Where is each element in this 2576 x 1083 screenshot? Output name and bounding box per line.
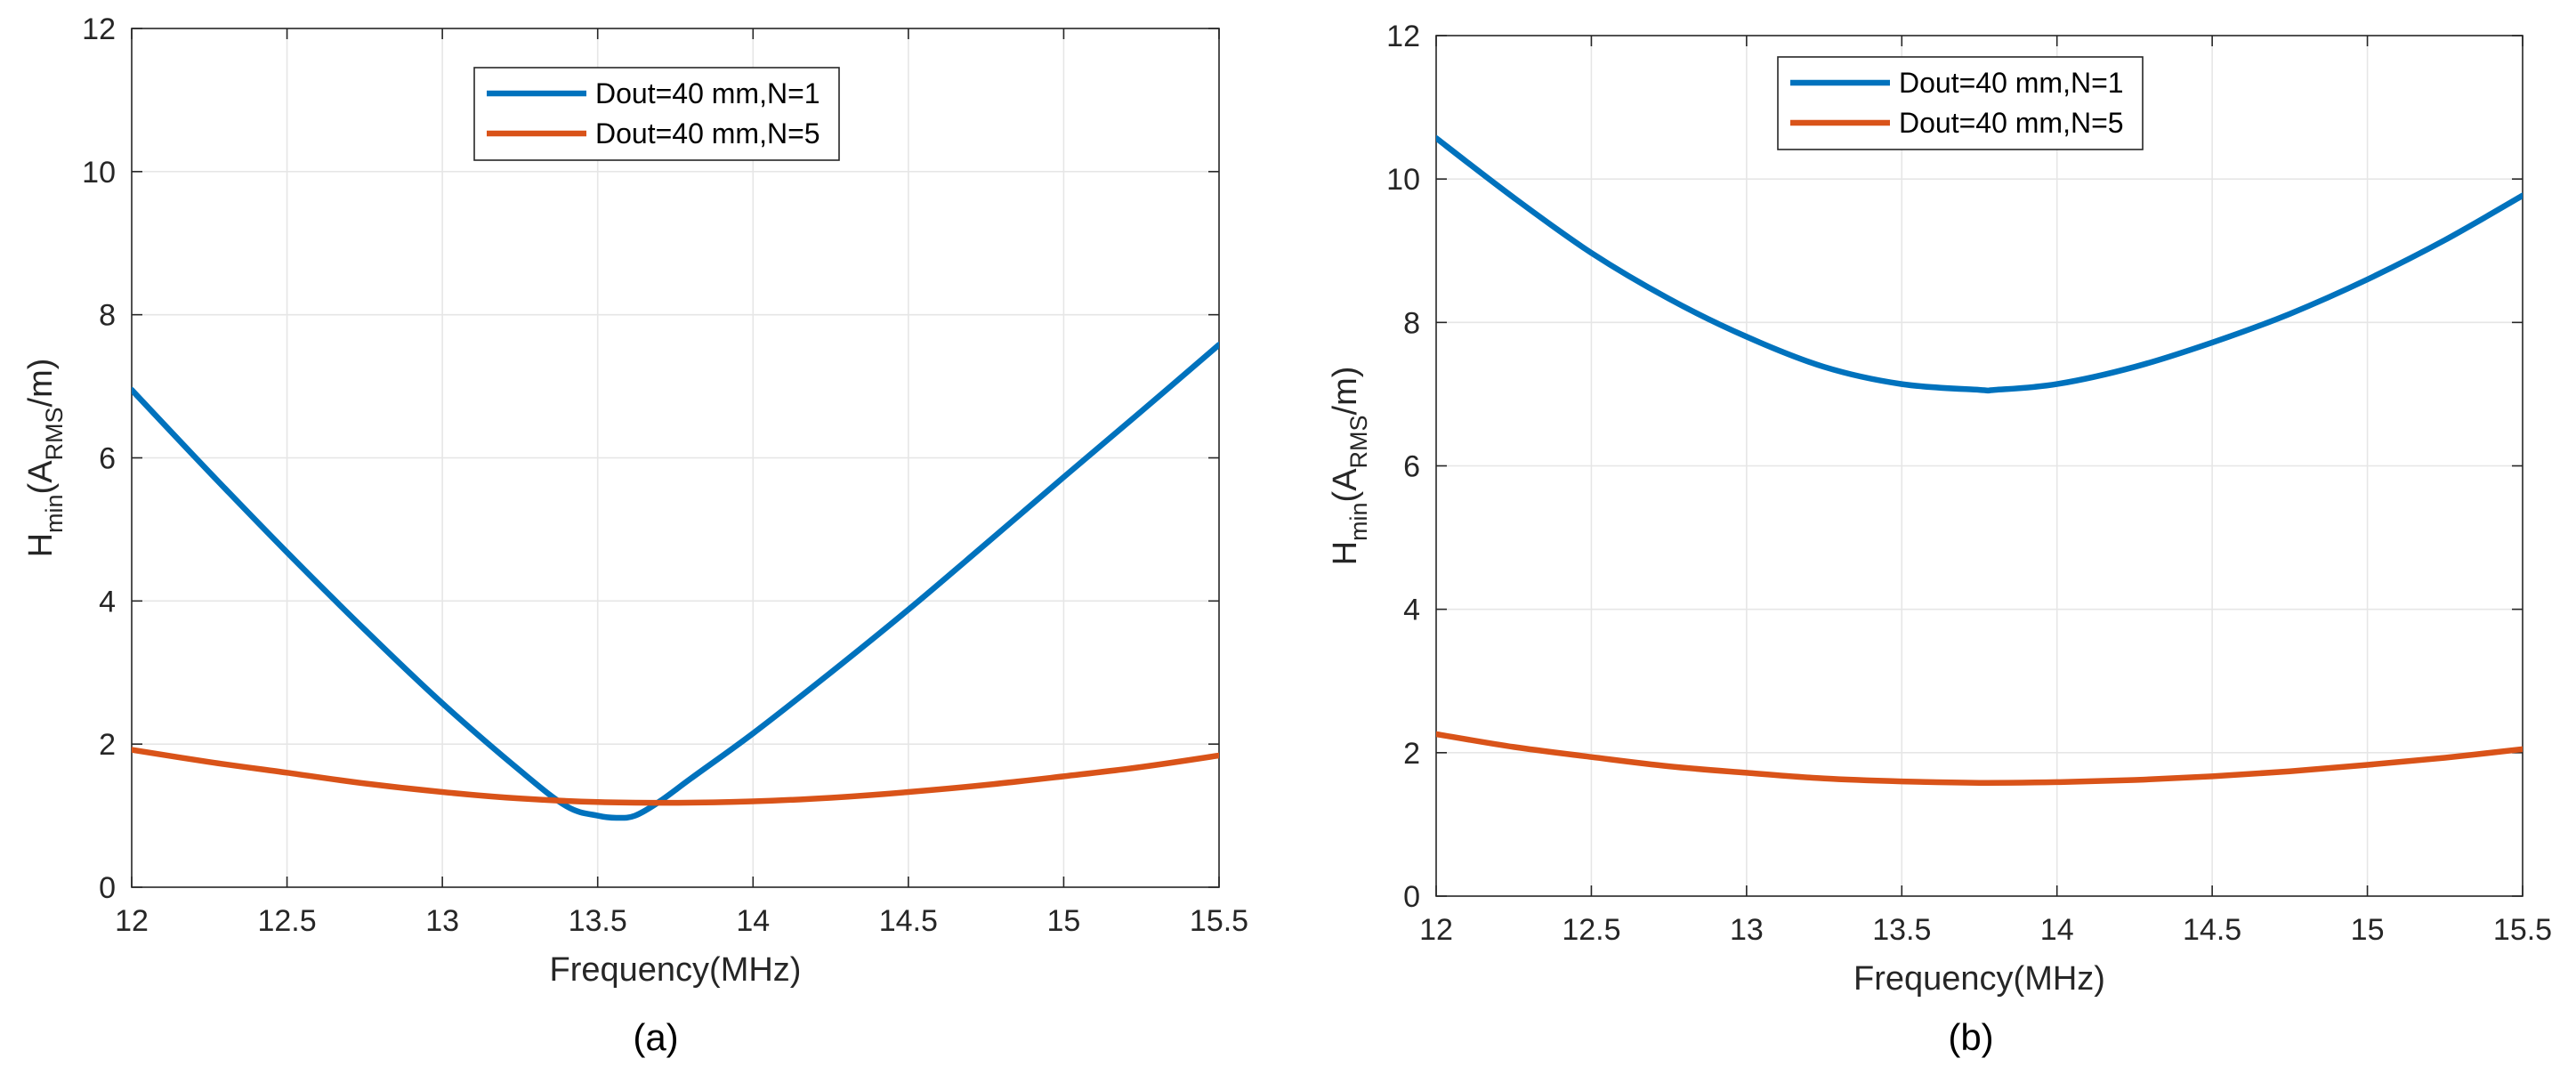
x-tick-label: 13.5 [1872,913,1931,947]
y-tick-label: 6 [1403,450,1420,484]
y-tick-label: 8 [1403,306,1420,340]
y-tick-label: 2 [99,728,116,762]
x-tick-label: 14 [2040,913,2074,947]
y-tick-label: 10 [82,156,116,190]
grid-lines [132,28,1219,887]
y-axis-label-sub1: min [1345,502,1372,541]
y-tick-label: 2 [1403,737,1420,771]
series-line-n1 [1436,134,2523,394]
x-tick-label: 12.5 [257,904,316,938]
x-tick-label: 14.5 [879,904,938,938]
y-axis-label: Hmin(ARMS/m) [22,359,68,558]
chart-panel-b: 12 12.5 13 13.5 14 14.5 15 15.5 0 2 4 6 8 10 12 Dout=40… [1327,20,2552,1058]
series-line-n5 [1436,731,2523,786]
y-axis-label-tail: /m) [22,359,60,408]
y-tick-label: 0 [99,871,116,905]
y-axis-label-sub2: RMS [1345,415,1372,468]
series-group [1436,134,2523,786]
x-tick-label: 15 [2351,913,2385,947]
y-tick-label: 6 [99,442,116,476]
x-axis-label: Frequency(MHz) [550,951,802,989]
y-tick-label: 4 [99,585,116,618]
y-tick-label: 10 [1386,163,1420,197]
x-tick-label: 13 [1730,913,1764,947]
series-line-n1 [132,342,1219,821]
legend: Dout=40 mm,N=1 Dout=40 mm,N=5 [473,67,840,161]
legend-label: Dout=40 mm,N=5 [595,117,820,150]
y-axis-label-tail: /m) [1327,367,1364,416]
x-axis-label: Frequency(MHz) [1853,960,2105,998]
x-tick-label: 14.5 [2183,913,2241,947]
legend-box [1777,56,2144,150]
legend: Dout=40 mm,N=1 Dout=40 mm,N=5 [1777,56,2144,150]
legend-label: Dout=40 mm,N=5 [1899,107,2124,139]
x-tick-label: 12.5 [1562,913,1620,947]
series-group [132,342,1219,821]
x-tick-label: 15 [1047,904,1081,938]
y-axis-label-main: H [1327,541,1364,565]
y-tick-label: 4 [1403,594,1420,627]
y-axis-label: Hmin(ARMS/m) [1327,367,1372,566]
x-tick-label: 13.5 [569,904,627,938]
y-tick-label: 0 [1403,880,1420,914]
y-axis-label-main: H [22,533,60,557]
x-tick-label: 15.5 [1190,904,1248,938]
series-line-n5 [132,747,1219,806]
panel-caption: (b) [1948,1016,1993,1058]
panel-caption: (a) [633,1016,678,1058]
x-tick-label: 12 [115,904,149,938]
x-tick-label: 15.5 [2493,913,2552,947]
x-tick-label: 13 [425,904,459,938]
legend-label: Dout=40 mm,N=1 [595,77,820,109]
y-axis-label-sub2: RMS [41,407,68,460]
x-tick-label: 12 [1419,913,1453,947]
y-tick-label: 8 [99,299,116,333]
y-axis-label-mid: (A [22,460,60,495]
legend-box [473,67,840,161]
x-tick-label: 14 [736,904,770,938]
chart-panel-a: 12 12.5 13 13.5 14 14.5 15 15.5 0 2 4 6 8 10 12 Dout=40… [22,12,1248,1058]
y-tick-label: 12 [1386,20,1420,53]
y-axis-label-sub1: min [41,494,68,533]
y-tick-label: 12 [82,12,116,46]
grid-lines [1436,36,2523,896]
legend-label: Dout=40 mm,N=1 [1899,67,2124,99]
y-axis-label-mid: (A [1327,468,1364,503]
